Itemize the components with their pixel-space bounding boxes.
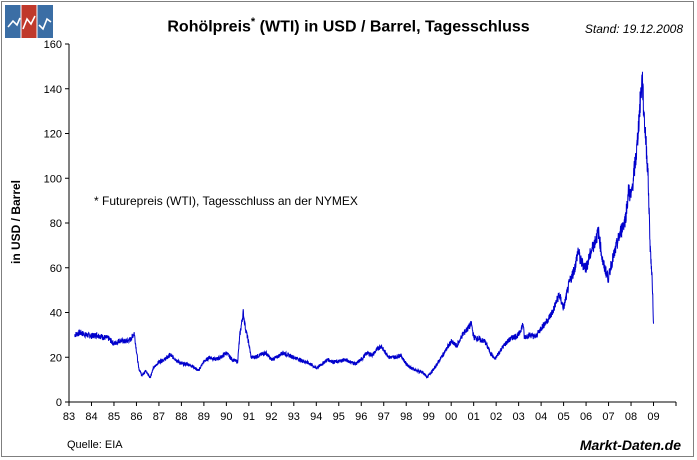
x-tick-label: 93 [288,411,300,423]
y-tick-label: 60 [50,263,62,275]
y-tick-label: 140 [44,84,62,96]
x-tick-label: 03 [513,411,525,423]
chart-annotation: * Futurepreis (WTI), Tagesschluss an der… [94,194,358,208]
title-asterisk: * [250,16,256,28]
x-tick-label: 98 [400,411,412,423]
y-tick-label: 160 [44,39,62,51]
source-label: Quelle: EIA [67,439,123,451]
x-tick-label: 96 [355,411,367,423]
x-tick-label: 89 [198,411,210,423]
x-tick-label: 91 [243,411,255,423]
y-tick-label: 0 [56,397,62,409]
y-tick-label: 120 [44,129,62,141]
x-tick-label: 99 [423,411,435,423]
x-tick-label: 95 [333,411,345,423]
x-tick-label: 97 [378,411,390,423]
x-tick-label: 00 [445,411,457,423]
title-rest: (WTI) in USD / Barrel, Tagesschluss [255,18,530,36]
x-tick-label: 88 [175,411,187,423]
chart-title: Rohölpreis* (WTI) in USD / Barrel, Tages… [0,16,697,36]
x-tick-label: 09 [647,411,659,423]
wti-price-line [74,71,655,379]
x-tick-label: 92 [265,411,277,423]
x-tick-label: 01 [468,411,480,423]
y-tick-label: 80 [50,218,62,230]
x-tick-label: 07 [602,411,614,423]
y-tick-label: 40 [50,308,62,320]
x-tick-label: 85 [108,411,120,423]
y-tick-label: 20 [50,352,62,364]
stand-date: Stand: 19.12.2008 [584,22,683,36]
x-tick-label: 06 [580,411,592,423]
x-tick-label: 04 [535,411,547,423]
chart-logo-icon [5,5,53,38]
y-tick-label: 100 [44,173,62,185]
x-tick-label: 86 [130,411,142,423]
x-tick-label: 83 [63,411,75,423]
title-main: Rohölpreis [167,18,251,36]
brand-label: Markt-Daten.de [579,437,681,453]
x-tick-label: 05 [557,411,569,423]
x-tick-label: 84 [85,411,97,423]
x-tick-label: 87 [153,411,165,423]
x-tick-label: 94 [310,411,322,423]
x-tick-label: 08 [625,411,637,423]
x-tick-label: 90 [220,411,232,423]
x-tick-label: 02 [490,411,502,423]
